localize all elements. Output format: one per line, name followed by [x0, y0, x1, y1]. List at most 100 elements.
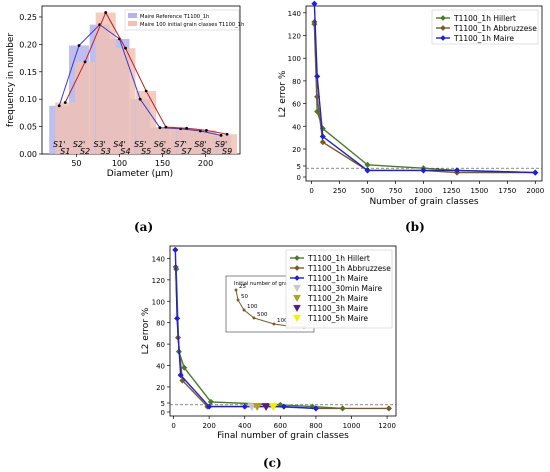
- chart-b-xtick-8: 2000: [526, 187, 544, 195]
- point-1-4: [144, 89, 148, 93]
- chart-c-ytick-6: 100: [152, 298, 165, 306]
- inset-title: Initial number of grains indicator: [234, 281, 320, 287]
- chart-b-xtick-2: 500: [361, 187, 374, 195]
- chart-c-xtick-0: 0: [171, 422, 175, 430]
- chart-c-legend-label-2: T1100_1h Maire: [307, 274, 368, 283]
- chart-c-ylabel: L2 error %: [141, 307, 151, 354]
- chart-c-point-5-0: [261, 403, 271, 412]
- chart-b-ytick-5: 80: [292, 78, 301, 86]
- chart-c-point-2-1: [173, 315, 181, 322]
- chart-a-legend-label-1: Maire 100 initial grain classes T1100_1h: [140, 22, 244, 28]
- chart-a-ytick-2: 0.10: [19, 95, 37, 104]
- chart-b-point-1-2: [319, 139, 326, 146]
- inset-label-0: 25: [239, 284, 246, 290]
- bin-label-bottom-3: S4: [120, 147, 130, 156]
- chart-a: S1' S2' S3' S4' S5' S6' S7' S8' S9' S1 S2 S3 S4 S5 S6 S…: [6, 5, 244, 179]
- chart-c-xtick-4: 800: [309, 422, 322, 430]
- chart-c-point-0-2: [181, 364, 188, 371]
- bin-label-top-8: S9': [215, 140, 227, 149]
- inset-point-1: [236, 298, 240, 302]
- chart-c-legend-label-6: T1100_5h Maire: [307, 314, 368, 323]
- chart-a-legend-swatch-1: [128, 21, 137, 26]
- bin-label-top-3: S4': [113, 140, 125, 149]
- chart-c-point-2-5: [280, 403, 288, 410]
- chart-a-xlabel: Diameter (μm): [107, 169, 173, 179]
- bar-1-8: [217, 134, 238, 154]
- bar-1-7: [196, 130, 217, 154]
- point-0-4: [138, 97, 142, 101]
- chart-c-frame: [169, 245, 397, 417]
- chart-c-xlabel: Final number of grain classes: [217, 431, 349, 441]
- bar-1-0: [55, 102, 76, 154]
- chart-b-legend-label-2: T1100_1h Maire: [453, 34, 514, 43]
- chart-c-point-6-0: [268, 403, 278, 412]
- chart-b-ytick-4: 60: [292, 101, 301, 109]
- chart-b-xtick-3: 750: [389, 187, 402, 195]
- chart-c-legend-marker-5: [293, 304, 301, 313]
- bin-label-bottom-5: S6: [161, 147, 171, 156]
- chart-b-xlabel: Number of grain classes: [369, 197, 478, 207]
- point-0-5: [158, 126, 162, 130]
- point-1-8: [225, 132, 229, 136]
- caption-a: (a): [134, 220, 154, 234]
- chart-a-xtick-1: 100: [112, 159, 127, 168]
- bar-1-6: [176, 128, 197, 154]
- bin-label-top-7: S8': [194, 140, 206, 149]
- chart-c-point-3-0: [247, 403, 257, 412]
- chart-b-point-2-1: [314, 73, 321, 80]
- bin-label-top-6: S7': [174, 140, 186, 149]
- inset-point-2: [242, 308, 246, 312]
- chart-c-ytick-2: 20: [156, 384, 165, 392]
- inset-label-2: 100: [247, 304, 258, 310]
- chart-b-point-2-5: [453, 167, 461, 174]
- point-0-8: [219, 133, 223, 137]
- point-1-2: [104, 11, 108, 14]
- point-1-6: [185, 126, 189, 130]
- bin-label-top-4: S5': [134, 140, 146, 149]
- chart-a-legend-label-0: Maire Reference T1100_1h: [140, 14, 209, 20]
- chart-b-ytick-8: 140: [288, 10, 301, 18]
- chart-b-point-2-0: [311, 0, 318, 7]
- chart-c-legend-label-3: T1100_30min Maire: [307, 284, 383, 293]
- point-1-1: [83, 60, 87, 64]
- point-0-1: [77, 44, 81, 47]
- bar-1-3: [115, 48, 136, 154]
- chart-c-ytick-5: 80: [156, 320, 165, 328]
- chart-c-legend-marker-6: [293, 314, 301, 323]
- bin-label-top-1: S2': [73, 140, 85, 149]
- chart-c-legend-label-0: T1100_1h Hillert: [307, 254, 370, 263]
- chart-c-point-4-0: [252, 403, 262, 412]
- bin-label-bottom-1: S2: [80, 147, 90, 156]
- inset-label-1: 50: [241, 294, 248, 300]
- chart-a-ytick-1: 0.05: [19, 123, 37, 132]
- chart-b-ytick-0: 0: [297, 174, 301, 182]
- chart-c-legend-marker-2: [294, 275, 300, 281]
- chart-a-ytick-0: 0.00: [19, 150, 37, 159]
- inset-label-3: 500: [257, 312, 268, 318]
- chart-b-line-0: [313, 24, 536, 174]
- inset-point-0: [234, 288, 238, 292]
- chart-b-point-2-4: [420, 167, 427, 174]
- point-0-0: [57, 104, 61, 108]
- chart-c-ytick-4: 60: [156, 341, 165, 349]
- chart-a-legend-swatch-0: [128, 13, 137, 18]
- bar-1-5: [155, 127, 176, 154]
- chart-c-legend-marker-3: [293, 284, 301, 293]
- chart-b-frame: [305, 5, 543, 182]
- chart-b-xtick-5: 1250: [442, 187, 460, 195]
- chart-b-ytick-6: 100: [288, 55, 301, 63]
- chart-a-legend: Maire Reference T1100_1h Maire 100 initia…: [124, 9, 244, 31]
- chart-c: 0 200 400 600 800 1000 12000520406080100120140…: [141, 245, 397, 441]
- bin-label-bottom-6: S7: [182, 147, 193, 156]
- chart-b-line-1: [313, 21, 536, 174]
- bar-1-2: [95, 12, 116, 155]
- point-1-7: [205, 129, 208, 132]
- chart-b-legend-marker-1: [440, 25, 446, 31]
- chart-c-legend-label-4: T1100_2h Maire: [307, 294, 368, 303]
- chart-b-ytick-7: 120: [288, 33, 301, 41]
- chart-a-xtick-0: 50: [71, 159, 81, 168]
- chart-c-legend-label-1: T1100_1h Abbruzzese: [307, 264, 391, 273]
- bin-label-top-2: S3': [93, 140, 105, 149]
- chart-b-xtick-4: 1000: [415, 187, 433, 195]
